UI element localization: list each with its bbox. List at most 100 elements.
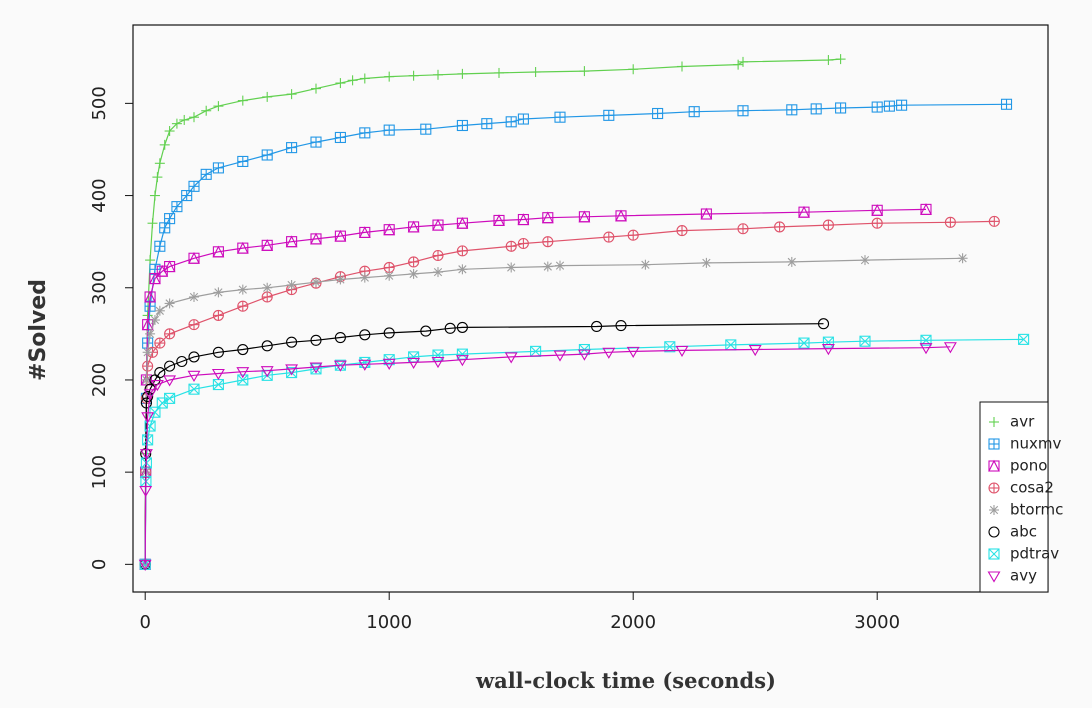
data-point [188, 252, 200, 264]
data-point [444, 322, 456, 334]
data-point [822, 219, 834, 231]
data-point [261, 149, 273, 161]
data-point [262, 91, 273, 102]
y-tick-label: 300 [89, 271, 110, 305]
data-point [201, 105, 212, 116]
data-point [602, 347, 616, 359]
data-point [334, 331, 346, 344]
y-tick-label: 0 [89, 559, 110, 570]
data-point [335, 274, 346, 285]
data-point [433, 267, 443, 278]
data-point [211, 368, 225, 381]
data-point [383, 223, 396, 236]
data-point [154, 240, 166, 252]
data-point [530, 67, 541, 78]
data-point [407, 220, 420, 233]
data-point [456, 216, 469, 229]
legend-marker [988, 526, 1000, 538]
series-avy [138, 342, 957, 571]
data-point [310, 232, 322, 245]
y-tick-label: 200 [89, 363, 110, 397]
data-point [309, 362, 323, 374]
data-point [261, 340, 273, 352]
data-point [212, 162, 224, 174]
data-point [164, 126, 175, 137]
data-point [260, 366, 274, 378]
data-point [236, 241, 249, 254]
data-point [542, 236, 554, 248]
data-point [154, 337, 166, 349]
data-point [189, 112, 199, 123]
data-point [213, 101, 224, 112]
data-point [236, 367, 250, 379]
data-point [455, 355, 469, 367]
series-nuxmv [139, 98, 1013, 570]
data-point [456, 119, 468, 132]
data-point [286, 279, 297, 290]
data-point [591, 320, 603, 333]
data-point [359, 329, 371, 341]
data-point [159, 222, 171, 234]
data-point [187, 370, 201, 382]
data-point [408, 268, 419, 279]
data-point [384, 270, 395, 281]
legend-label: nuxmv [1010, 435, 1062, 453]
legend-item-nuxmv: nuxmv [988, 435, 1062, 453]
series-abc [139, 318, 830, 570]
data-point [310, 136, 322, 148]
legend-item-btormc: btormc [989, 501, 1063, 519]
data-point [150, 380, 164, 392]
x-tick-label: 2000 [610, 612, 656, 633]
data-point [1000, 98, 1013, 110]
data-point [555, 260, 565, 271]
data-point [141, 318, 154, 331]
axes: 0 1000 2000 3000 0 100 200 300 400 500 [89, 86, 900, 633]
data-point [944, 216, 956, 228]
data-point [860, 255, 870, 266]
data-point [675, 345, 689, 358]
data-point [188, 383, 200, 395]
data-point [285, 364, 299, 376]
series-line [144, 58, 841, 565]
data-point [481, 118, 493, 130]
series-line [144, 103, 1007, 565]
data-point [457, 264, 468, 275]
y-tick-label: 500 [89, 86, 110, 120]
data-point [383, 124, 395, 136]
data-point [786, 104, 798, 116]
data-point [181, 190, 193, 202]
legend-label: btormc [1010, 501, 1063, 519]
data-point [896, 99, 908, 111]
data-point [212, 346, 224, 358]
data-point [494, 67, 504, 78]
data-point [433, 69, 443, 80]
data-point [835, 102, 847, 114]
data-point [737, 223, 749, 235]
data-point [407, 357, 421, 370]
data-point [143, 389, 157, 401]
series-layer [138, 54, 1030, 571]
data-point [237, 343, 249, 356]
series-pono [139, 203, 932, 570]
data-point [164, 213, 176, 225]
data-point [359, 272, 370, 283]
data-point [333, 360, 347, 372]
data-point [859, 335, 871, 347]
y-tick-label: 400 [89, 178, 110, 212]
legend-marker [988, 459, 1000, 472]
data-point [179, 114, 190, 125]
data-point [920, 203, 932, 215]
series-avr [140, 54, 846, 570]
data-point [383, 327, 395, 339]
data-point [957, 253, 968, 264]
series-line [144, 220, 995, 565]
data-point [188, 319, 200, 331]
data-point [408, 70, 419, 81]
data-point [823, 55, 834, 66]
data-point [212, 245, 225, 258]
legend-item-avr: avr [989, 413, 1035, 431]
data-point [285, 235, 298, 248]
data-point [358, 226, 371, 238]
data-point [1018, 333, 1030, 345]
data-point [456, 321, 468, 333]
